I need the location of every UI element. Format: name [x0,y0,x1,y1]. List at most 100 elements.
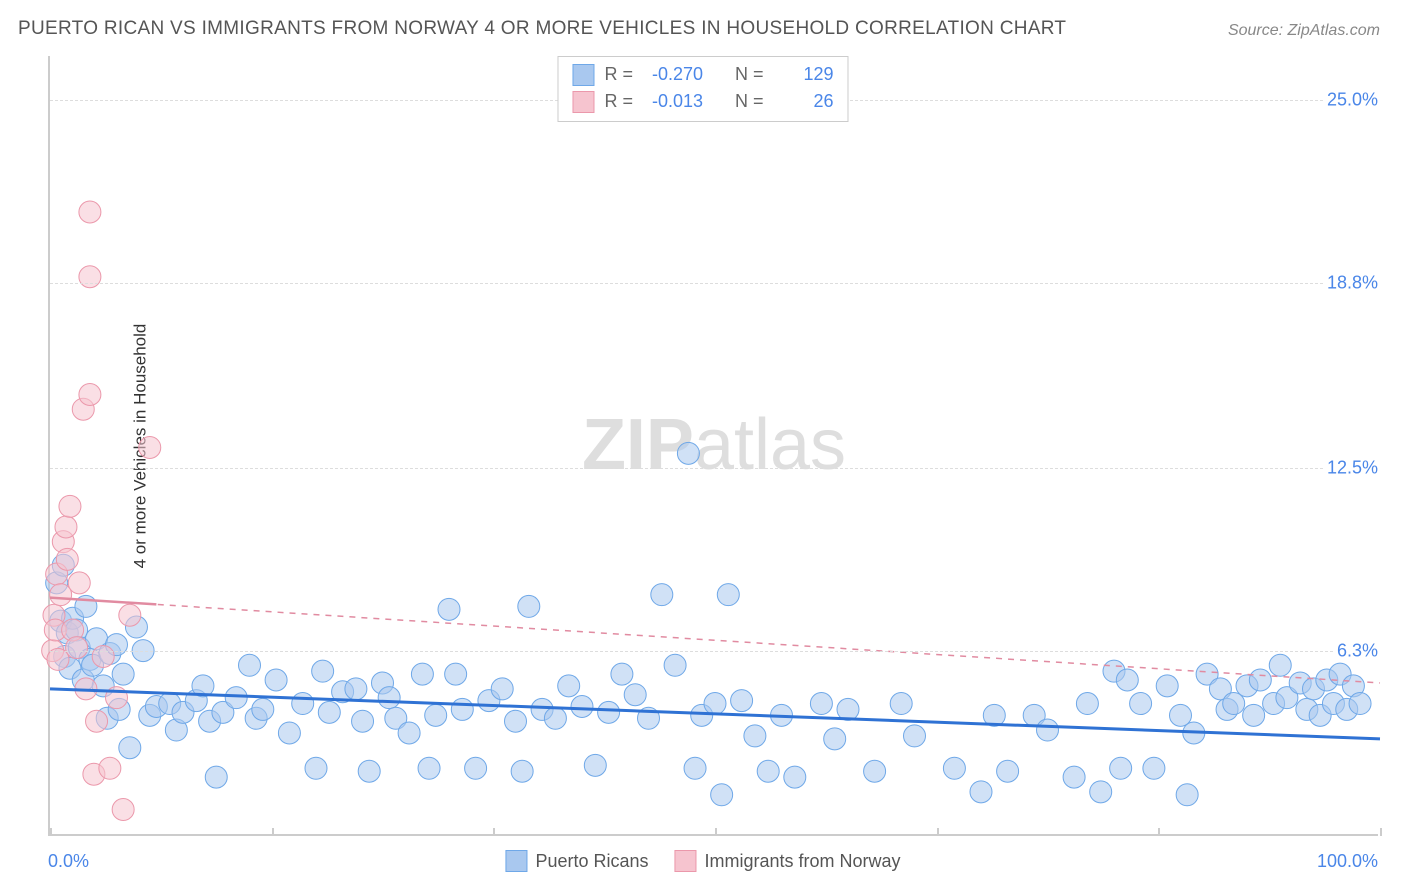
n-label-2: N = [735,88,764,115]
y-tick-label: 25.0% [1323,90,1382,111]
scatter-point [784,766,806,788]
scatter-point [864,760,886,782]
scatter-point [677,442,699,464]
x-tick [1158,828,1160,836]
y-tick-label: 6.3% [1333,640,1382,661]
x-label-min: 0.0% [48,851,89,872]
scatter-point [59,495,81,517]
stats-row-2: R = -0.013 N = 26 [572,88,833,115]
scatter-point [119,604,141,626]
scatter-point [684,757,706,779]
stats-legend-box: R = -0.270 N = 129 R = -0.013 N = 26 [557,56,848,122]
scatter-point [398,722,420,744]
scatter-point [744,725,766,747]
scatter-point [445,663,467,685]
x-tick [1380,828,1382,836]
y-tick-label: 18.8% [1323,272,1382,293]
scatter-point [1156,675,1178,697]
scatter-point [1143,757,1165,779]
n-value-1: 129 [774,61,834,88]
scatter-point [92,645,114,667]
scatter-point [904,725,926,747]
scatter-point [418,757,440,779]
scatter-point [890,693,912,715]
scatter-point [358,760,380,782]
scatter-point [717,584,739,606]
legend-swatch-blue [505,850,527,872]
r-label-1: R = [604,61,633,88]
n-value-2: 26 [774,88,834,115]
scatter-point [598,701,620,723]
plot-area: ZIPatlas 6.3%12.5%18.8%25.0% [48,56,1378,836]
scatter-point [86,710,108,732]
scatter-point [505,710,527,732]
scatter-point [345,678,367,700]
scatter-point [544,707,566,729]
scatter-point [305,757,327,779]
scatter-point [1176,784,1198,806]
gridline [50,651,1378,652]
scatter-point [731,690,753,712]
scatter-point [68,572,90,594]
scatter-point [47,648,69,670]
legend-item-1: Puerto Ricans [505,850,648,872]
scatter-point [79,266,101,288]
legend-item-2: Immigrants from Norway [675,850,901,872]
gridline [50,468,1378,469]
scatter-point [1269,654,1291,676]
x-tick [715,828,717,836]
scatter-point [425,704,447,726]
scatter-point [112,663,134,685]
scatter-point [56,548,78,570]
scatter-point [79,383,101,405]
stats-row-1: R = -0.270 N = 129 [572,61,833,88]
scatter-point [278,722,300,744]
scatter-point [1110,757,1132,779]
scatter-point [265,669,287,691]
scatter-point [1076,693,1098,715]
scatter-point [79,201,101,223]
scatter-point [1349,693,1371,715]
scatter-point [312,660,334,682]
scatter-point [997,760,1019,782]
scatter-point [624,684,646,706]
scatter-point [225,687,247,709]
scatter-point [112,799,134,821]
scatter-point [411,663,433,685]
scatter-point [352,710,374,732]
source-attribution: Source: ZipAtlas.com [1228,22,1380,40]
scatter-point [970,781,992,803]
scatter-point [664,654,686,676]
r-value-2: -0.013 [643,88,703,115]
scatter-point [438,598,460,620]
scatter-point [465,757,487,779]
scatter-point [1037,719,1059,741]
x-tick [50,828,52,836]
scatter-point [205,766,227,788]
scatter-point [704,693,726,715]
legend-swatch-pink [675,850,697,872]
x-tick [493,828,495,836]
scatter-point [511,760,533,782]
scatter-point [824,728,846,750]
scatter-point [943,757,965,779]
r-value-1: -0.270 [643,61,703,88]
scatter-point [810,693,832,715]
swatch-blue [572,64,594,86]
scatter-point [50,584,72,606]
scatter-point [318,701,340,723]
scatter-point [651,584,673,606]
scatter-point [55,516,77,538]
r-label-2: R = [604,88,633,115]
bottom-legend: Puerto Ricans Immigrants from Norway [505,850,900,872]
plot-svg [50,56,1378,834]
n-label-1: N = [735,61,764,88]
scatter-point [757,760,779,782]
gridline [50,283,1378,284]
scatter-point [571,695,593,717]
scatter-point [518,595,540,617]
chart-title: PUERTO RICAN VS IMMIGRANTS FROM NORWAY 4… [18,18,1066,40]
scatter-point [711,784,733,806]
swatch-pink [572,91,594,113]
legend-label-1: Puerto Ricans [535,851,648,872]
